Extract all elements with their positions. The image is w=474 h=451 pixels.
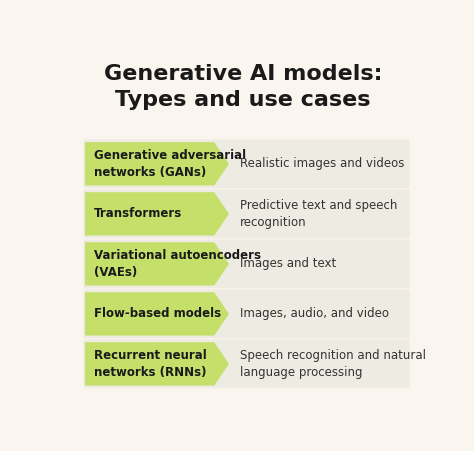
- Text: Variational autoencoders
(VAEs): Variational autoencoders (VAEs): [94, 249, 261, 279]
- FancyBboxPatch shape: [83, 290, 410, 338]
- FancyBboxPatch shape: [83, 239, 410, 288]
- Text: Recurrent neural
networks (RNNs): Recurrent neural networks (RNNs): [94, 349, 207, 379]
- Polygon shape: [85, 192, 229, 235]
- Polygon shape: [85, 242, 229, 285]
- Text: Transformers: Transformers: [94, 207, 182, 221]
- Text: Images and text: Images and text: [240, 258, 336, 270]
- Text: Predictive text and speech
recognition: Predictive text and speech recognition: [240, 199, 397, 229]
- Text: Realistic images and videos: Realistic images and videos: [240, 157, 404, 170]
- FancyBboxPatch shape: [83, 139, 410, 188]
- Polygon shape: [85, 292, 229, 336]
- Text: Images, audio, and video: Images, audio, and video: [240, 308, 389, 320]
- FancyBboxPatch shape: [83, 189, 410, 238]
- Text: Speech recognition and natural
language processing: Speech recognition and natural language …: [240, 349, 426, 379]
- Text: Generative adversarial
networks (GANs): Generative adversarial networks (GANs): [94, 149, 246, 179]
- Text: Flow-based models: Flow-based models: [94, 308, 221, 320]
- Polygon shape: [85, 142, 229, 185]
- FancyBboxPatch shape: [83, 340, 410, 388]
- Polygon shape: [85, 342, 229, 386]
- Text: Generative AI models:
Types and use cases: Generative AI models: Types and use case…: [104, 64, 382, 110]
